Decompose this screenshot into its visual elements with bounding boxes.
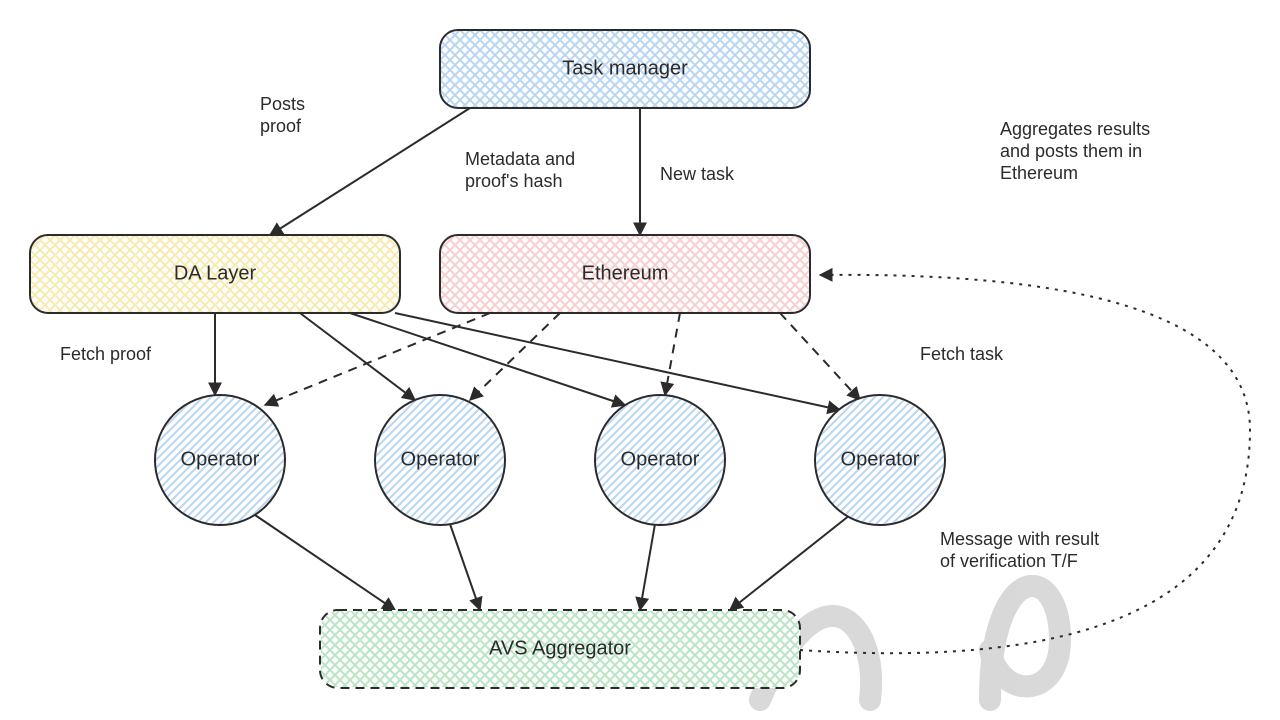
edge-op3-aggregator bbox=[640, 524, 655, 610]
label-new_task: New task bbox=[660, 164, 735, 184]
label-fetch_proof: Fetch proof bbox=[60, 344, 152, 364]
label-msg_result: Message with resultof verification T/F bbox=[940, 529, 1099, 571]
node-op4: Operator bbox=[815, 395, 945, 525]
node-op4-label: Operator bbox=[841, 448, 920, 470]
node-op3: Operator bbox=[595, 395, 725, 525]
edge-ethereum-op2 bbox=[470, 313, 560, 400]
edge-ethereum-op4 bbox=[780, 313, 860, 400]
edge-ethereum-op1 bbox=[265, 313, 490, 405]
edge-da_layer-op3 bbox=[350, 313, 625, 405]
edge-da_layer-op4 bbox=[395, 313, 840, 410]
edge-op4-aggregator bbox=[730, 515, 850, 610]
edges-layer bbox=[215, 108, 1250, 653]
label-aggregates: Aggregates resultsand posts them inEther… bbox=[1000, 119, 1150, 183]
diagram-canvas: Task manager DA Layer Ethereum Operator Oper… bbox=[0, 0, 1280, 720]
label-posts_proof: Postsproof bbox=[260, 94, 305, 136]
edge-op1-aggregator bbox=[255, 515, 395, 610]
node-op1-label: Operator bbox=[181, 448, 260, 470]
watermark bbox=[760, 586, 1060, 700]
node-op2: Operator bbox=[375, 395, 505, 525]
node-op1: Operator bbox=[155, 395, 285, 525]
node-aggregator-label: AVS Aggregator bbox=[489, 637, 631, 659]
node-aggregator: AVS Aggregator bbox=[320, 610, 800, 688]
label-fetch_task: Fetch task bbox=[920, 344, 1004, 364]
node-task_manager: Task manager bbox=[440, 30, 810, 108]
node-da_layer-label: DA Layer bbox=[174, 262, 257, 284]
edge-da_layer-op2 bbox=[300, 313, 415, 400]
node-op2-label: Operator bbox=[401, 448, 480, 470]
node-ethereum-label: Ethereum bbox=[582, 262, 669, 284]
label-metadata: Metadata andproof's hash bbox=[465, 149, 575, 191]
node-ethereum: Ethereum bbox=[440, 235, 810, 313]
node-da_layer: DA Layer bbox=[30, 235, 400, 313]
edge-op2-aggregator bbox=[450, 524, 480, 610]
edge-ethereum-op3 bbox=[665, 313, 680, 395]
node-task_manager-label: Task manager bbox=[562, 57, 688, 79]
node-op3-label: Operator bbox=[621, 448, 700, 470]
